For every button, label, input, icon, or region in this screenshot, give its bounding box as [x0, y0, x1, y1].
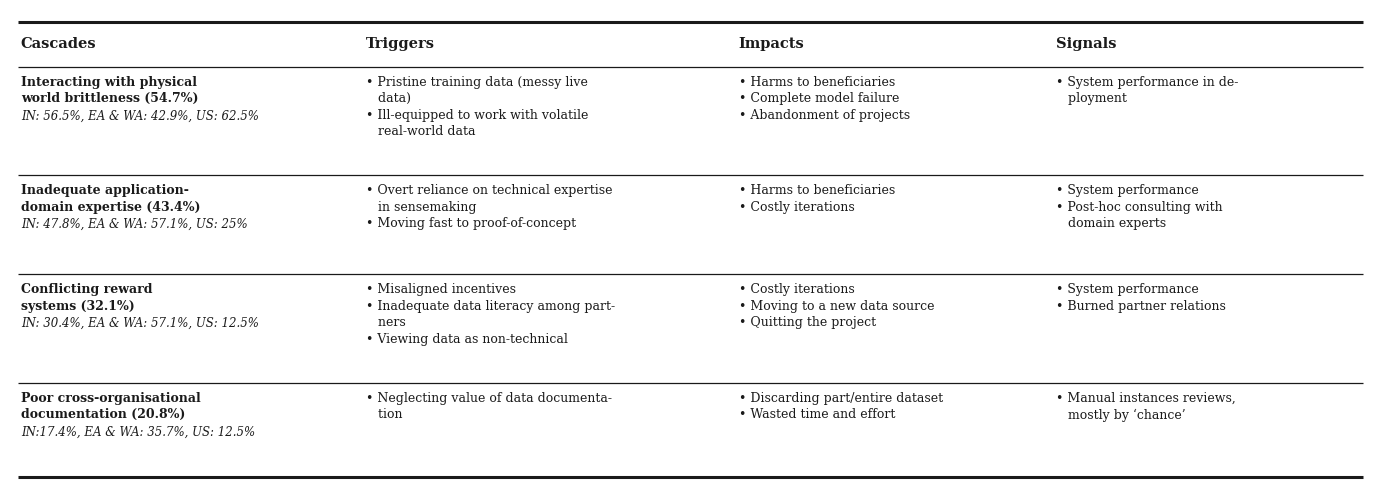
Text: • System performance
• Post-hoc consulting with
   domain experts: • System performance • Post-hoc consulti…: [1056, 184, 1224, 230]
Text: • Overt reliance on technical expertise
   in sensemaking
• Moving fast to proof: • Overt reliance on technical expertise …: [366, 184, 612, 230]
Text: • Discarding part/entire dataset
• Wasted time and effort: • Discarding part/entire dataset • Waste…: [739, 392, 943, 421]
Text: IN: 47.8%, EA & WA: 57.1%, US: 25%: IN: 47.8%, EA & WA: 57.1%, US: 25%: [21, 218, 247, 231]
Text: Signals: Signals: [1056, 38, 1117, 51]
Text: Cascades: Cascades: [21, 38, 97, 51]
Text: • Harms to beneficiaries
• Costly iterations: • Harms to beneficiaries • Costly iterat…: [739, 184, 895, 214]
Text: IN: 30.4%, EA & WA: 57.1%, US: 12.5%: IN: 30.4%, EA & WA: 57.1%, US: 12.5%: [21, 317, 258, 330]
Text: • Neglecting value of data documenta-
   tion: • Neglecting value of data documenta- ti…: [366, 392, 612, 421]
Text: • System performance in de-
   ployment: • System performance in de- ployment: [1056, 76, 1239, 105]
Text: • Costly iterations
• Moving to a new data source
• Quitting the project: • Costly iterations • Moving to a new da…: [739, 283, 935, 329]
Text: • Pristine training data (messy live
   data)
• Ill-equipped to work with volati: • Pristine training data (messy live dat…: [366, 76, 588, 138]
Text: IN: 56.5%, EA & WA: 42.9%, US: 62.5%: IN: 56.5%, EA & WA: 42.9%, US: 62.5%: [21, 109, 258, 123]
Text: Poor cross-organisational
documentation (20.8%): Poor cross-organisational documentation …: [21, 392, 200, 421]
Text: Impacts: Impacts: [739, 38, 805, 51]
Text: • System performance
• Burned partner relations: • System performance • Burned partner re…: [1056, 283, 1226, 313]
Text: Conflicting reward
systems (32.1%): Conflicting reward systems (32.1%): [21, 283, 152, 313]
Text: Inadequate application-
domain expertise (43.4%): Inadequate application- domain expertise…: [21, 184, 200, 214]
Text: IN:17.4%, EA & WA: 35.7%, US: 12.5%: IN:17.4%, EA & WA: 35.7%, US: 12.5%: [21, 425, 255, 439]
Text: • Manual instances reviews,
   mostly by ‘chance’: • Manual instances reviews, mostly by ‘c…: [1056, 392, 1236, 421]
Text: • Harms to beneficiaries
• Complete model failure
• Abandonment of projects: • Harms to beneficiaries • Complete mode…: [739, 76, 910, 122]
Text: Triggers: Triggers: [366, 38, 435, 51]
Text: Interacting with physical
world brittleness (54.7%): Interacting with physical world brittlen…: [21, 76, 199, 105]
Text: • Misaligned incentives
• Inadequate data literacy among part-
   ners
• Viewing: • Misaligned incentives • Inadequate dat…: [366, 283, 615, 346]
